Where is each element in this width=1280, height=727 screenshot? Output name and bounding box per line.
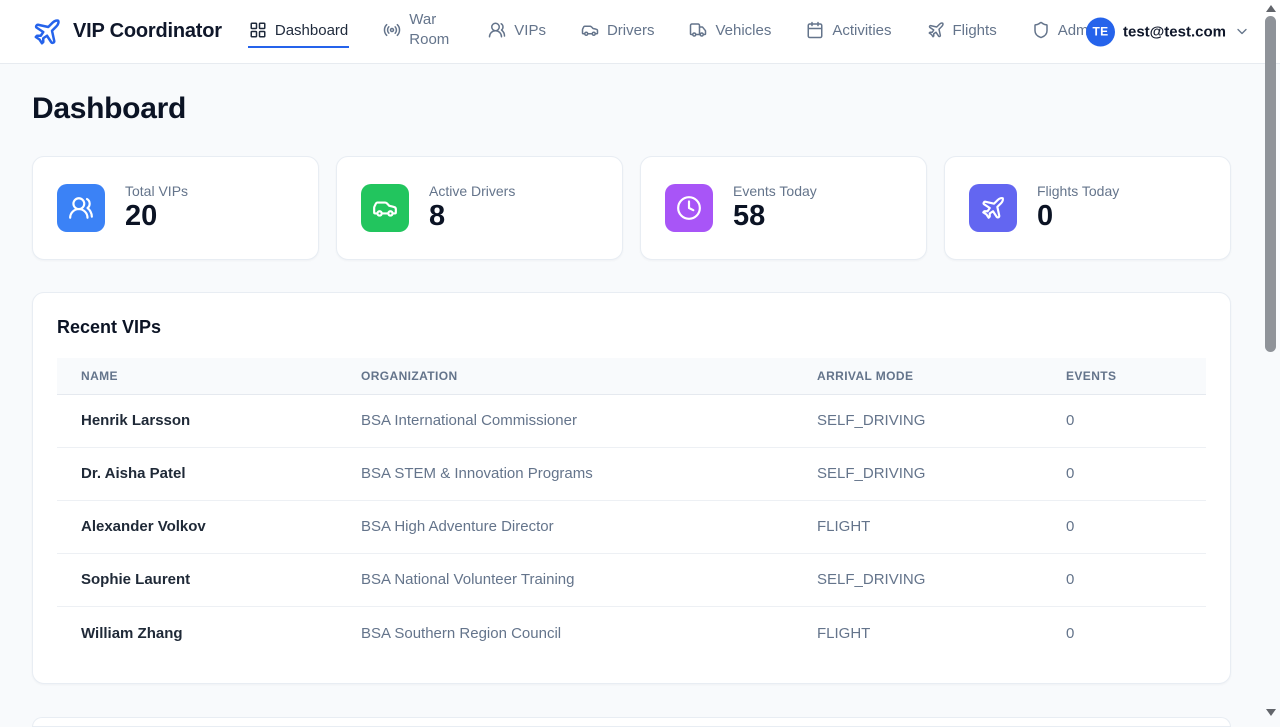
stat-label: Total VIPs xyxy=(125,183,189,199)
column-header-events: EVENTS xyxy=(1042,357,1206,395)
recent-vips-card: Recent VIPs NAME ORGANIZATION ARRIVAL MO… xyxy=(32,291,1231,685)
vip-events: 0 xyxy=(1042,394,1206,448)
main-content: Dashboard Total VIPs 20 Active Drivers xyxy=(0,64,1280,727)
nav-item-vehicles[interactable]: Vehicles xyxy=(688,15,772,48)
brand[interactable]: VIP Coordinator xyxy=(32,17,222,47)
recent-vips-table: NAME ORGANIZATION ARRIVAL MODE EVENTS He… xyxy=(57,357,1206,660)
table-row: Alexander Volkov BSA High Adventure Dire… xyxy=(57,500,1206,554)
scrollbar-up-arrow[interactable] xyxy=(1266,5,1276,12)
nav-item-activities[interactable]: Activities xyxy=(805,15,892,48)
nav-item-label: Flights xyxy=(952,21,997,39)
vip-name: Alexander Volkov xyxy=(57,500,337,554)
top-navbar: VIP Coordinator Dashboard War Room VIPs xyxy=(0,0,1280,64)
table-row: Sophie Laurent BSA National Volunteer Tr… xyxy=(57,553,1206,607)
nav-item-label: Vehicles xyxy=(715,21,772,39)
stat-card-flights-today: Flights Today 0 xyxy=(944,156,1231,260)
table-row: Henrik Larsson BSA International Commiss… xyxy=(57,394,1206,448)
stat-value: 0 xyxy=(1037,200,1054,232)
scrollbar-down-arrow[interactable] xyxy=(1266,709,1276,716)
vip-organization: BSA International Commissioner xyxy=(337,394,793,448)
calendar-icon xyxy=(807,21,823,39)
stat-card-events-today: Events Today 58 xyxy=(640,156,927,260)
stat-value: 58 xyxy=(733,200,766,232)
vip-name: Henrik Larsson xyxy=(57,394,337,448)
vip-name: Dr. Aisha Patel xyxy=(57,447,337,501)
layout-grid-icon xyxy=(250,22,266,38)
stat-value: 20 xyxy=(125,200,158,232)
stats-row: Total VIPs 20 Active Drivers 8 xyxy=(32,156,1231,260)
nav-item-flights[interactable]: Flights xyxy=(926,15,998,48)
nav-item-vips[interactable]: VIPs xyxy=(487,15,547,48)
vip-arrival-mode: SELF_DRIVING xyxy=(793,447,1042,501)
user-email: test@test.com xyxy=(1123,23,1226,40)
table-row: William Zhang BSA Southern Region Counci… xyxy=(57,606,1206,659)
column-header-arrival-mode: ARRIVAL MODE xyxy=(793,357,1042,395)
brand-title: VIP Coordinator xyxy=(73,20,222,42)
nav-item-label: VIPs xyxy=(514,21,546,39)
nav-item-label: Activities xyxy=(832,21,892,39)
stat-label: Active Drivers xyxy=(429,183,516,199)
vertical-scrollbar[interactable] xyxy=(1264,0,1278,720)
shield-icon xyxy=(1033,21,1048,39)
avatar: TE xyxy=(1086,17,1115,46)
truck-icon xyxy=(690,23,707,37)
vip-name: William Zhang xyxy=(81,624,183,642)
vip-arrival-mode: SELF_DRIVING xyxy=(793,394,1042,448)
nav-item-drivers[interactable]: Drivers xyxy=(580,15,656,48)
plane-icon xyxy=(928,22,944,38)
car-icon xyxy=(581,25,599,36)
app-logo-plane-icon xyxy=(34,18,60,44)
column-header-organization: ORGANIZATION xyxy=(337,357,793,395)
nav-item-dashboard[interactable]: Dashboard xyxy=(247,15,350,48)
next-card-top-edge xyxy=(32,717,1231,727)
vip-events: 0 xyxy=(1066,624,1075,642)
users-icon xyxy=(489,22,506,38)
vip-name: Sophie Laurent xyxy=(57,553,337,607)
vip-events: 0 xyxy=(1042,553,1206,607)
vip-arrival-mode: SELF_DRIVING xyxy=(793,553,1042,607)
stat-label: Flights Today xyxy=(1037,183,1120,199)
stat-icon-tile xyxy=(361,183,409,232)
table-header-row: NAME ORGANIZATION ARRIVAL MODE EVENTS xyxy=(57,357,1206,395)
vip-organization: BSA National Volunteer Training xyxy=(337,553,793,607)
vip-arrival-mode: FLIGHT xyxy=(793,500,1042,554)
vip-organization: BSA Southern Region Council xyxy=(361,624,562,642)
table-row: Dr. Aisha Patel BSA STEM & Innovation Pr… xyxy=(57,447,1206,501)
vip-events: 0 xyxy=(1042,447,1206,501)
recent-vips-title: Recent VIPs xyxy=(57,316,162,337)
stat-icon-tile xyxy=(969,183,1017,232)
users-icon xyxy=(69,197,93,219)
vip-organization: BSA STEM & Innovation Programs xyxy=(337,447,793,501)
radio-icon xyxy=(384,23,401,37)
scrollbar-thumb[interactable] xyxy=(1265,16,1276,352)
stat-card-total-vips: Total VIPs 20 xyxy=(32,156,319,260)
vip-arrival-mode: FLIGHT xyxy=(817,624,871,642)
nav-item-label: Dashboard xyxy=(274,21,349,39)
plane-icon xyxy=(982,196,1005,219)
nav-item-label: Drivers xyxy=(606,21,655,39)
chevron-down-icon xyxy=(1237,28,1247,35)
main-nav: Dashboard War Room VIPs Drivers xyxy=(247,4,1101,60)
nav-item-war-room[interactable]: War Room xyxy=(382,4,454,60)
car-icon xyxy=(373,201,397,217)
vip-events: 0 xyxy=(1042,500,1206,554)
user-menu[interactable]: TE test@test.com xyxy=(1086,17,1250,46)
nav-item-label: War Room xyxy=(409,10,450,48)
stat-card-active-drivers: Active Drivers 8 xyxy=(336,156,623,260)
stat-label: Events Today xyxy=(733,183,817,199)
stat-icon-tile xyxy=(665,183,713,232)
vip-organization: BSA High Adventure Director xyxy=(337,500,793,554)
stat-icon-tile xyxy=(57,183,105,232)
column-header-name: NAME xyxy=(57,357,337,395)
stat-value: 8 xyxy=(429,200,446,232)
clock-icon xyxy=(677,196,701,220)
page-title: Dashboard xyxy=(32,92,186,125)
